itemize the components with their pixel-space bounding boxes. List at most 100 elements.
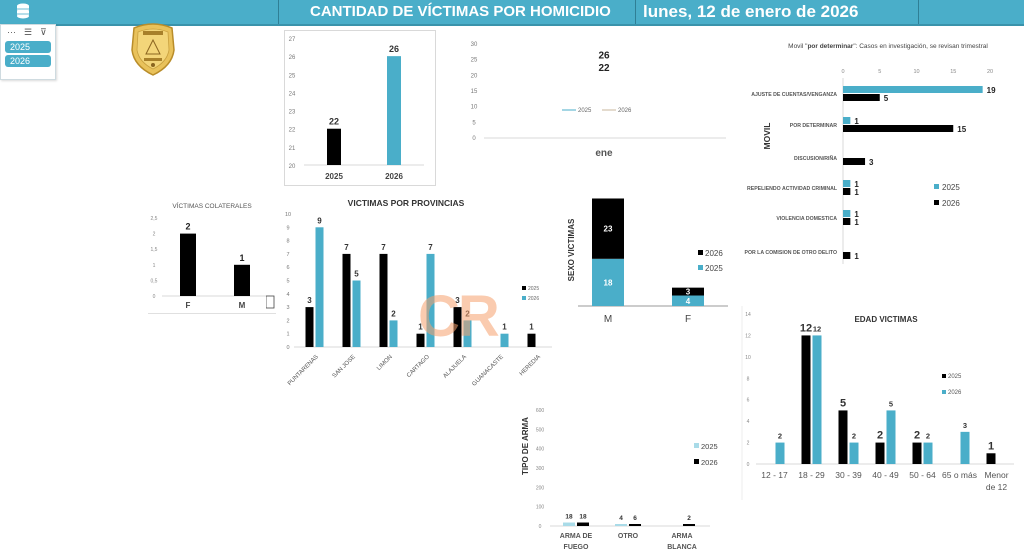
bar [180,233,196,296]
y-tick-label: 5 [286,279,289,285]
data-label: 12 [813,324,821,333]
more-options-icon[interactable]: ··· [7,27,16,37]
y-tick-label: 600 [536,408,545,414]
header-separator [635,0,636,24]
data-label: 3 [869,158,874,167]
slicer-item-2025[interactable]: 2025 [5,41,51,53]
bar [843,210,851,217]
data-label: 3 [963,421,967,430]
page-title: CANTIDAD DE VÍCTIMAS POR HOMICIDIO [310,3,611,20]
bar [305,307,314,347]
data-label: 1 [418,323,423,332]
x-tick-label: 10 [913,69,919,75]
data-label: 26 [598,51,610,62]
legend-label: 2026 [948,390,962,396]
y-tick-label: 21 [289,146,296,152]
data-label: 5 [889,399,893,408]
clear-filter-icon[interactable]: ⊽ [40,26,47,37]
bar [500,333,509,347]
y-tick-label: VIOLENCIA DOMESTICA [776,216,837,222]
data-label: 4 [686,297,691,306]
data-label: 2 [465,309,470,318]
x-tick-label: M [239,301,246,310]
slicer-item-2026[interactable]: 2026 [5,55,51,67]
axis-title: TIPO DE ARMA [521,417,530,475]
data-label: 1 [988,440,994,452]
data-label: 1 [854,180,859,189]
bar [843,188,851,195]
bar [387,56,401,166]
x-tick-label: 65 o más [942,470,977,480]
data-label: 1 [854,218,859,227]
bar [629,524,641,526]
chart-title: EDAD VICTIMAS [854,315,918,324]
y-tick-label: 400 [536,447,545,453]
y-tick-label: 0 [472,136,476,142]
bar [843,94,880,101]
header-separator [278,0,279,24]
data-label: 7 [344,243,349,252]
x-tick-label: 50 - 64 [909,470,936,480]
slicer-toolbar: ··· ☰ ⊽ [1,25,55,39]
data-label: 1 [854,117,859,126]
data-label: 3 [686,288,691,297]
y-tick-label: 0,5 [151,278,158,284]
bar [843,252,851,259]
data-label: 2 [914,430,920,442]
y-tick-label: 6 [286,265,289,271]
bar [838,410,848,464]
legend-label: 2026 [705,249,723,258]
year-slicer: ··· ☰ ⊽ 2025 2026 [0,24,56,80]
bar [923,442,933,464]
data-label: 18 [579,514,587,521]
y-tick-label: 20 [289,164,296,170]
x-tick-label: 18 - 29 [798,470,825,480]
data-label: 3 [307,296,312,305]
bar [379,253,388,347]
data-label: 7 [428,243,433,252]
y-tick-label: DISCUSION/RIÑA [794,155,837,162]
y-tick-label: 2 [286,318,289,324]
data-label: 18 [604,278,613,287]
y-tick-label: 8 [286,239,289,245]
x-tick-label: ARMA [672,533,693,540]
bar [912,442,922,464]
data-label: 26 [389,44,399,54]
x-tick-label: FUEGO [564,544,589,551]
data-label: 1 [502,323,507,332]
x-tick-label: 40 - 49 [872,470,899,480]
data-label: 2 [687,515,691,522]
legend-swatch [522,296,526,300]
database-icon[interactable] [16,3,30,21]
axis-title: MOVIL [762,123,772,150]
bar [886,410,896,464]
data-label: 22 [329,117,339,127]
data-label: 19 [987,86,996,95]
x-tick-label: 15 [950,69,956,75]
data-label: 12 [800,322,812,334]
chart-victimas-provincias: VICTIMAS POR PROVINCIAS01234567891039PUN… [266,198,552,388]
y-tick-label: 0 [539,524,542,530]
chart-movil: Movil "por determinar": Casos en investi… [744,43,996,264]
current-date: lunes, 12 de enero de 2026 [643,2,859,21]
y-tick-label: 9 [286,225,289,231]
police-badge-logo [131,23,175,76]
y-tick-label: 8 [747,376,750,382]
bar [416,333,425,347]
line-point [603,56,605,58]
x-tick-label: BLANCA [667,544,697,551]
y-tick-label: 27 [289,37,296,43]
data-label: 1 [854,210,859,219]
x-tick-label: F [186,301,191,310]
data-label: 18 [565,514,573,521]
bar [463,320,472,347]
bar [812,335,822,464]
legend-label: 2025 [528,286,539,292]
y-tick-label: 10 [471,105,478,111]
chart-total-by-year: 20 21 22 23 24 25 26 27 22 2025 26 2026 [284,30,436,186]
bar [875,442,885,464]
data-label: 6 [633,515,637,522]
multi-select-icon[interactable]: ☰ [24,26,33,37]
chart-victimas-colaterales: VÍCTIMAS COLATERALES 0 0,5 1 1,5 2 2,5 2 F 1 M [148,201,276,314]
bar [843,218,851,225]
